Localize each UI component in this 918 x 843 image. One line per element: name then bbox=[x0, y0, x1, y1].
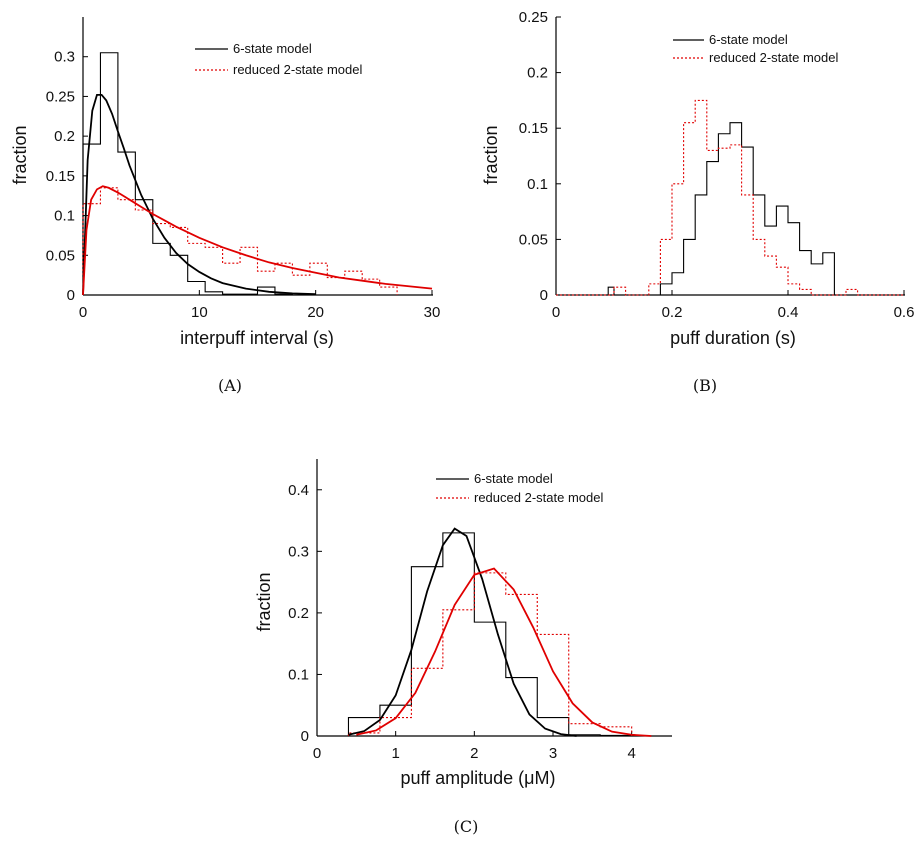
legend-6-state-label: 6-state model bbox=[709, 32, 788, 47]
x-tick-label: 30 bbox=[424, 304, 441, 321]
panel-b-plot: 0 0.2 0.4 0.6 0 0.05 0.1 0.15 0.2 0.25 bbox=[519, 9, 915, 321]
panel-c-xlabel: puff amplitude (μM) bbox=[400, 768, 555, 788]
fit-curve-red bbox=[82, 185, 433, 296]
panel-c-caption: (C) bbox=[454, 817, 479, 836]
fit-curve-black bbox=[82, 93, 316, 296]
x-tick-label: 0.4 bbox=[778, 304, 799, 321]
histogram-black bbox=[82, 52, 310, 296]
y-tick-label: 0.25 bbox=[46, 88, 75, 105]
y-tick-label: 0.1 bbox=[527, 176, 548, 193]
histogram-black bbox=[347, 532, 633, 736]
panel-b-ylabel: fraction bbox=[481, 125, 501, 184]
y-tick-label: 0.3 bbox=[54, 49, 75, 66]
panel-c: 0 1 2 3 4 0 0.1 0.2 0.3 0.4 6-state model reduced… bbox=[254, 459, 672, 836]
panel-c-legend: 6-state model reduced 2-state model bbox=[436, 471, 603, 505]
fit-curve-red bbox=[356, 567, 652, 737]
legend-2-state-label: reduced 2-state model bbox=[709, 50, 838, 65]
panel-c-ylabel: fraction bbox=[254, 572, 274, 631]
y-tick-label: 0.05 bbox=[46, 247, 75, 264]
y-tick-label: 0.3 bbox=[288, 543, 309, 560]
histogram-black bbox=[556, 122, 904, 296]
panel-a-legend: 6-state model reduced 2-state model bbox=[195, 41, 362, 77]
panel-a-plot: 0 10 20 30 0 0.05 0.1 0.15 0.2 0.25 0.3 bbox=[46, 17, 441, 321]
x-tick-label: 0 bbox=[79, 304, 87, 321]
panel-b-xlabel: puff duration (s) bbox=[670, 328, 796, 348]
y-tick-label: 0.2 bbox=[527, 65, 548, 82]
legend-6-state-label: 6-state model bbox=[474, 471, 553, 486]
panel-a: 0 10 20 30 0 0.05 0.1 0.15 0.2 0.25 0.3 6-state mo… bbox=[10, 17, 440, 395]
y-tick-label: 0.1 bbox=[288, 666, 309, 683]
x-tick-label: 0 bbox=[313, 745, 321, 762]
histogram-red bbox=[556, 99, 904, 296]
fit-curve-black bbox=[348, 527, 577, 737]
x-tick-label: 10 bbox=[191, 304, 208, 321]
x-tick-label: 0.2 bbox=[662, 304, 683, 321]
y-tick-label: 0.1 bbox=[54, 208, 75, 225]
y-tick-label: 0.15 bbox=[519, 120, 548, 137]
x-tick-label: 4 bbox=[627, 745, 635, 762]
y-tick-label: 0.05 bbox=[519, 231, 548, 248]
y-tick-label: 0.15 bbox=[46, 168, 75, 185]
x-tick-label: 20 bbox=[307, 304, 324, 321]
legend-2-state-label: reduced 2-state model bbox=[474, 490, 603, 505]
x-tick-label: 3 bbox=[549, 745, 557, 762]
panel-a-caption: (A) bbox=[218, 376, 242, 395]
histogram-red bbox=[347, 572, 633, 736]
x-tick-label: 0 bbox=[552, 304, 560, 321]
panel-c-plot: 0 1 2 3 4 0 0.1 0.2 0.3 0.4 bbox=[288, 459, 672, 762]
x-tick-label: 2 bbox=[470, 745, 478, 762]
y-tick-label: 0.25 bbox=[519, 9, 548, 26]
panel-b-legend: 6-state model reduced 2-state model bbox=[673, 32, 838, 65]
panel-b: 0 0.2 0.4 0.6 0 0.05 0.1 0.15 0.2 0.25 6-state mo… bbox=[481, 9, 914, 395]
panel-a-ylabel: fraction bbox=[10, 125, 30, 184]
panel-b-caption: (B) bbox=[693, 376, 717, 395]
y-tick-label: 0 bbox=[67, 287, 75, 304]
x-tick-label: 0.6 bbox=[894, 304, 915, 321]
histogram-red bbox=[82, 187, 398, 295]
legend-2-state-label: reduced 2-state model bbox=[233, 62, 362, 77]
panel-a-xlabel: interpuff interval (s) bbox=[180, 328, 334, 348]
y-tick-label: 0.2 bbox=[288, 605, 309, 622]
y-tick-label: 0 bbox=[301, 728, 309, 745]
legend-6-state-label: 6-state model bbox=[233, 41, 312, 56]
y-tick-label: 0.4 bbox=[288, 482, 309, 499]
x-tick-label: 1 bbox=[391, 745, 399, 762]
y-tick-label: 0 bbox=[540, 287, 548, 304]
y-tick-label: 0.2 bbox=[54, 128, 75, 145]
